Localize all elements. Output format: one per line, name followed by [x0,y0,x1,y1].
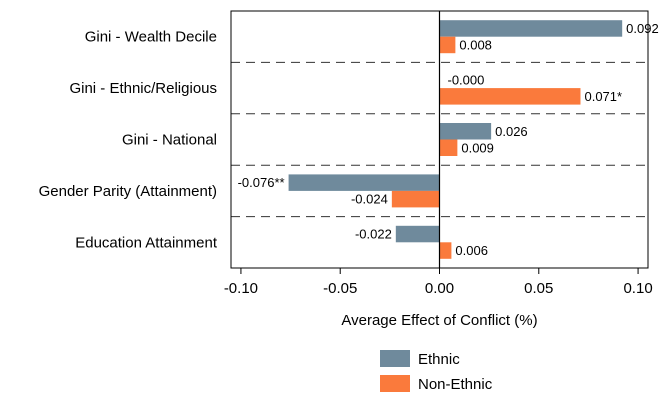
bar-ethnic [439,20,623,37]
category-labels-group: Gini - Wealth Decile Gini - Ethnic/Religi… [39,29,218,252]
x-tick-label: 0.10 [623,280,652,297]
data-label: 0.026 [495,124,528,139]
x-axis-title: Average Effect of Conflict (%) [341,312,537,329]
data-label: 0.009 [461,140,494,155]
x-tick-label: -0.10 [224,280,258,297]
category-separators [231,61,648,218]
x-tick-label: 0.05 [524,280,553,297]
data-label: 0.092 [626,21,659,36]
data-label: 0.008 [459,37,492,52]
bar-non-ethnic [439,242,452,259]
bars-group [288,20,623,259]
category-label: Gini - Wealth Decile [85,29,217,46]
data-label: 0.006 [455,243,488,258]
category-label: Gini - Ethnic/Religious [69,80,217,97]
bar-ethnic [395,225,440,243]
legend-label: Non-Ethnic [418,376,493,393]
legend: Ethnic Non-Ethnic [380,350,493,393]
legend-swatch [380,350,410,367]
bar-non-ethnic [439,36,456,54]
data-label: -0.076** [238,175,285,190]
data-label: 0.071* [584,89,622,104]
bar-ethnic [288,174,440,191]
x-tick-label: 0.00 [425,280,454,297]
data-label: -0.024 [351,192,388,207]
bar-non-ethnic [439,139,458,156]
legend-label: Ethnic [418,351,460,368]
bar-non-ethnic [439,88,581,105]
x-axis-ticks: -0.10 -0.05 0.00 0.05 0.10 [224,268,653,297]
category-label: Gini - National [122,132,217,149]
data-label: -0.022 [355,227,392,242]
category-label: Gender Parity (Attainment) [39,183,217,200]
category-label: Education Attainment [75,234,218,251]
legend-swatch [380,375,410,392]
data-label: -0.000 [448,72,485,87]
bar-non-ethnic [391,190,440,208]
bar-ethnic [439,123,492,140]
x-tick-label: -0.05 [323,280,357,297]
